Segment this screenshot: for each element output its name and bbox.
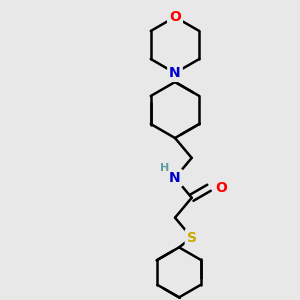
Text: S: S xyxy=(187,231,197,244)
Text: O: O xyxy=(215,181,227,195)
Text: N: N xyxy=(169,171,181,185)
Text: O: O xyxy=(169,10,181,24)
Text: H: H xyxy=(160,163,169,173)
Text: N: N xyxy=(169,66,181,80)
